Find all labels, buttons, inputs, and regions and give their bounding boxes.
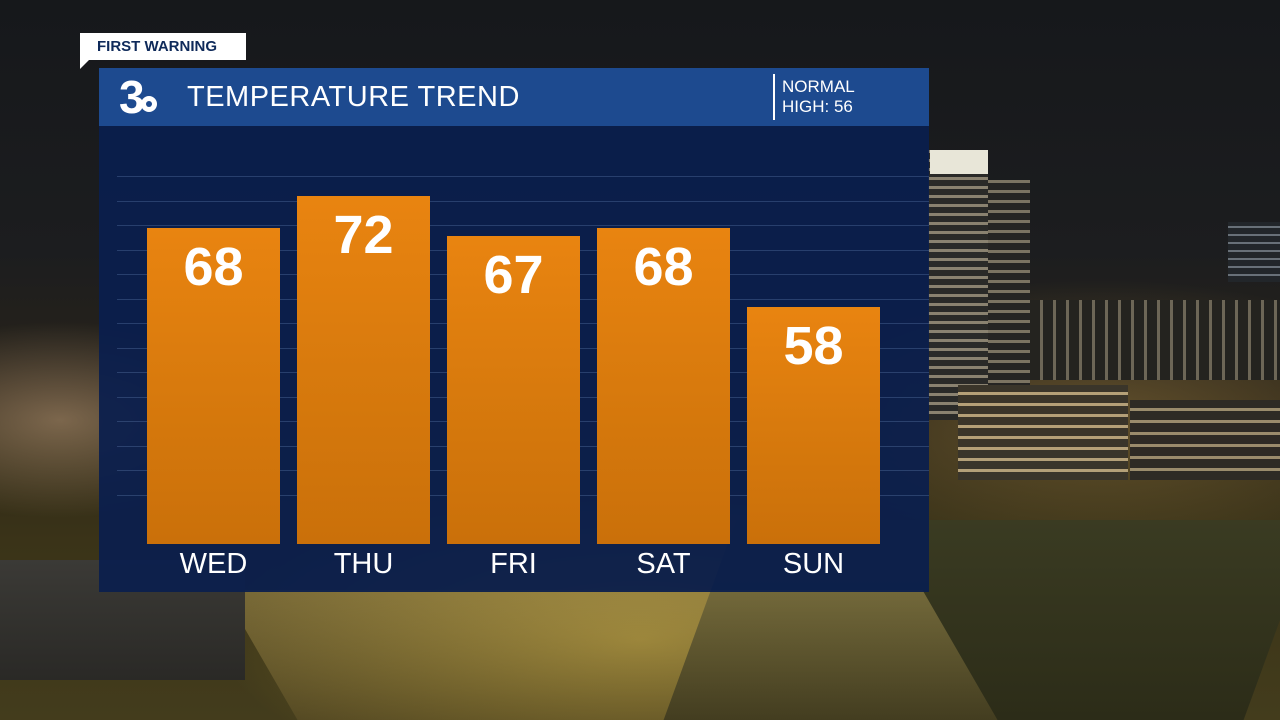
day-label-wed: WED	[179, 548, 248, 580]
bar-wed: 68	[147, 227, 280, 544]
day-label-thu: THU	[333, 548, 394, 580]
grid-line	[117, 200, 929, 202]
bar-value-label: 72	[333, 205, 394, 265]
bar-fri: 67	[447, 235, 580, 544]
panel-header: 3 TEMPERATURE TREND NORMAL HIGH: 56	[99, 68, 929, 126]
temperature-bar-chart: 68 WED 72 THU 67 FRI 68 SAT 58 SUN	[99, 126, 929, 592]
building	[1228, 222, 1280, 282]
tower-crown-light	[930, 150, 988, 174]
bar-sat: 68	[597, 227, 730, 544]
divider	[773, 74, 775, 120]
tag-tail	[80, 58, 91, 69]
forecast-panel: 3 TEMPERATURE TREND NORMAL HIGH: 56 68 WE…	[99, 68, 929, 592]
normal-line-1: NORMAL	[782, 77, 855, 96]
channel-3-logo: 3	[119, 71, 163, 123]
bar-value-label: 67	[483, 244, 544, 305]
bar-sun: 58	[747, 306, 880, 544]
building	[988, 180, 1030, 390]
bar-value-label: 68	[633, 236, 694, 297]
normal-line-2: HIGH: 56	[782, 97, 853, 116]
building	[958, 385, 1128, 480]
grid-line	[117, 225, 929, 226]
day-label-sun: SUN	[782, 548, 845, 580]
tower-building	[928, 150, 988, 420]
normal-high-label: NORMAL HIGH: 56	[782, 77, 922, 117]
logo-number: 3	[119, 71, 145, 123]
first-warning-tag: FIRST WARNING	[80, 33, 246, 60]
bar-value-label: 58	[783, 315, 844, 376]
bar-thu: 72	[297, 196, 430, 544]
chart-title: TEMPERATURE TREND	[187, 81, 520, 113]
lit-street	[222, 590, 998, 720]
building	[1030, 300, 1280, 380]
building	[1130, 400, 1280, 480]
eye-logo-icon	[141, 96, 157, 112]
day-label-fri: FRI	[490, 548, 537, 580]
grid-line	[117, 176, 929, 177]
day-label-sat: SAT	[636, 548, 691, 580]
bar-value-label: 68	[183, 236, 244, 297]
